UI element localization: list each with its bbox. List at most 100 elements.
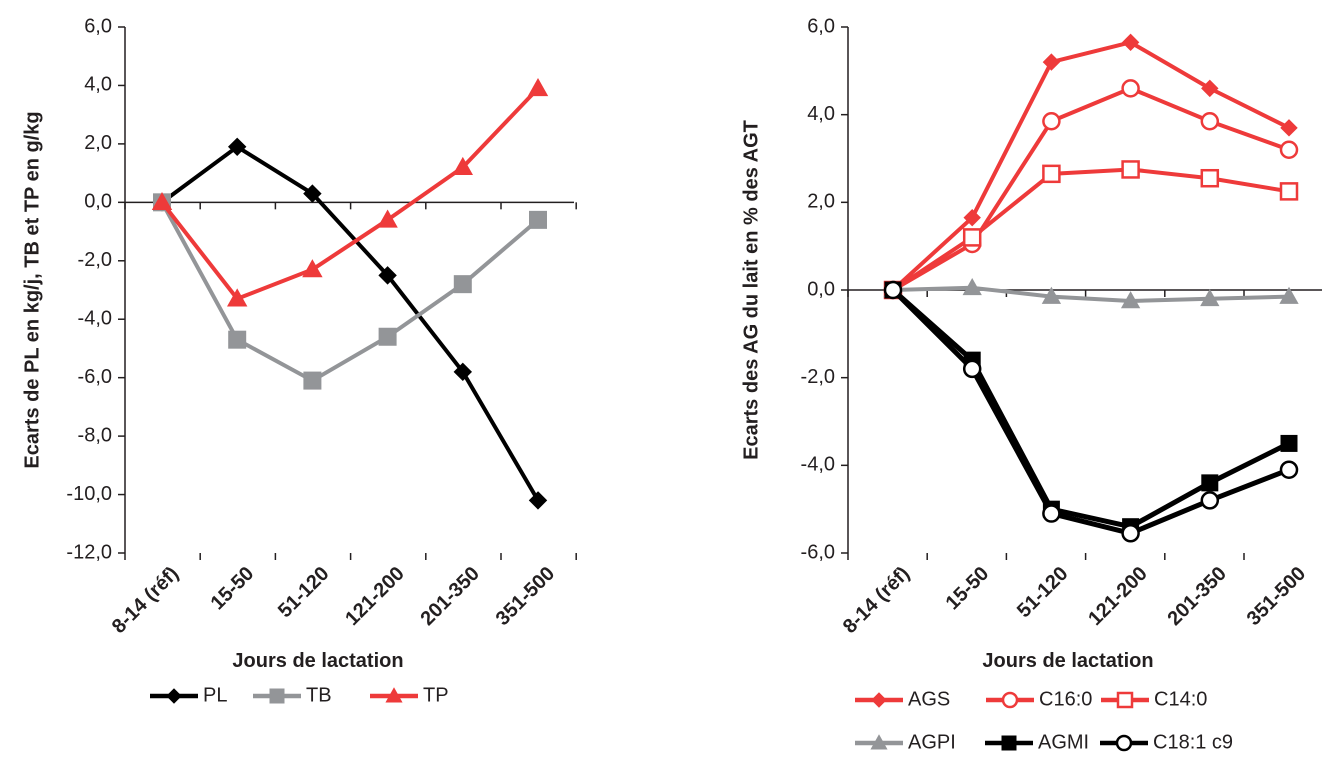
chart-2-x-axis-title: Jours de lactation <box>982 650 1153 672</box>
series-line-agmi <box>891 288 1291 530</box>
data-point-agpi-1 <box>962 277 982 296</box>
legend-label-tb: TB <box>306 684 332 706</box>
legend-label-tp: TP <box>423 684 449 706</box>
series-line-c18-1-c9 <box>891 288 1290 536</box>
data-point-c14-0-2 <box>1042 164 1061 184</box>
series-line-c14-0 <box>891 167 1290 292</box>
chart-1-x-axis-title: Jours de lactation <box>232 650 403 672</box>
data-point-tp-5 <box>527 77 549 97</box>
data-point-tp-1 <box>226 288 248 307</box>
chart-1-legend-item-tb: TB <box>253 684 332 706</box>
series-line-c16-0 <box>891 86 1290 292</box>
chart-2-category-label: 51-120 <box>1013 563 1073 623</box>
chart-1-category-label: 8-14 (réf) <box>108 563 183 638</box>
chart-1-category-label: 15-50 <box>207 563 259 615</box>
data-point-agmi-5 <box>1280 434 1298 452</box>
data-point-c14-0-1 <box>962 228 982 247</box>
legend-label-agmi: AGMI <box>1038 731 1089 753</box>
chart-2-series-c18-1-c9 <box>883 280 1299 543</box>
data-point-c18-1-c9-3 <box>1121 524 1140 543</box>
chart-2-series-c14-0 <box>883 160 1299 300</box>
legend-marker-ags <box>871 692 887 708</box>
chart-2-y-tick-label: -2,0 <box>801 366 835 388</box>
chart-1-y-tick-label: 0,0 <box>84 191 112 213</box>
legend-marker-c14-0 <box>1116 691 1134 709</box>
series-line-tb <box>160 201 540 383</box>
data-point-c18-1-c9-2 <box>1042 504 1061 523</box>
data-point-agpi-4 <box>1200 288 1220 307</box>
data-point-c14-0-5 <box>1279 182 1299 201</box>
legend-marker-c16-0 <box>1001 691 1019 709</box>
series-line-pl <box>160 144 540 502</box>
chart-1-category-label: 121-200 <box>341 563 408 630</box>
data-point-agpi-5 <box>1279 286 1299 304</box>
chart-2-category-label: 201-350 <box>1163 563 1230 630</box>
data-point-pl-5 <box>528 491 548 510</box>
chart-1-y-axis-title: Ecarts de PL en kg/j, TB et TP en g/kg <box>21 111 43 468</box>
chart-1-y-tick-label: -8,0 <box>78 424 112 446</box>
data-point-agpi-2 <box>1041 286 1062 304</box>
legend-label-c14-0: C14:0 <box>1154 688 1207 710</box>
chart-1-y-tick-label: -6,0 <box>78 366 112 388</box>
legend-marker-agpi <box>870 734 888 750</box>
chart-1-y-tick-label: -10,0 <box>66 483 112 505</box>
legend-marker-agmi <box>1001 735 1017 751</box>
data-point-c16-0-2 <box>1042 111 1061 131</box>
data-point-c18-1-c9-1 <box>962 359 982 379</box>
chart-1: 6,0 4,0 2,0 0,0 -2,0 -4,0 -6,0 -8,0 -10,0 -12,08-… <box>21 15 577 706</box>
data-point-c18-1-c9-0 <box>883 280 903 300</box>
legend-marker-tb <box>269 688 285 704</box>
data-point-c18-1-c9-5 <box>1279 460 1299 479</box>
data-point-ags-5 <box>1280 119 1298 137</box>
chart-2-series-agmi <box>884 281 1298 536</box>
chart-2-legend-item-agmi: AGMI <box>985 731 1089 753</box>
legend-marker-tp <box>385 687 403 703</box>
chart-2-y-tick-label: -4,0 <box>801 454 835 476</box>
data-point-c16-0-5 <box>1279 140 1299 159</box>
chart-2: 6,0 4,0 2,0 0,0 -2,0 -4,0 -6,08-14 (réf) 15-50 5… <box>740 15 1322 753</box>
chart-1-y-tick-label: 2,0 <box>84 132 112 154</box>
data-point-tp-0 <box>151 191 173 211</box>
chart-1-y-tick-label: -4,0 <box>78 308 112 330</box>
chart-1-category-label: 51-120 <box>274 563 334 623</box>
chart-1-category-label: 351-500 <box>492 563 559 630</box>
chart-2-legend-item-c18-1-c9: C18:1 c9 <box>1100 731 1233 753</box>
data-point-pl-1 <box>227 137 247 157</box>
chart-2-legend-item-agpi: AGPI <box>855 731 956 753</box>
chart-2-y-tick-label: 0,0 <box>807 278 835 300</box>
data-point-tp-4 <box>452 156 474 175</box>
legend-label-c18-1-c9: C18:1 c9 <box>1153 731 1233 753</box>
chart-2-legend-item-c16-0: C16:0 <box>986 688 1092 710</box>
chart-2-y-axis-title: Ecarts des AG du lait en % des AGT <box>740 120 762 460</box>
data-point-tb-2 <box>303 371 322 390</box>
series-line-ags <box>891 40 1290 292</box>
chart-1-y-tick-label: 6,0 <box>84 15 112 37</box>
data-point-c16-0-4 <box>1200 111 1220 131</box>
legend-marker-c18-1-c9 <box>1115 734 1133 752</box>
chart-1-legend-item-tp: TP <box>370 684 449 706</box>
data-point-agmi-4 <box>1201 474 1219 492</box>
chart-2-category-label: 15-50 <box>942 563 994 615</box>
chart-1-series-tp <box>151 77 549 307</box>
legend-marker-pl <box>166 688 182 704</box>
chart-2-category-label: 121-200 <box>1084 563 1151 630</box>
data-point-c14-0-4 <box>1200 168 1220 188</box>
chart-2-y-tick-label: 4,0 <box>807 103 835 125</box>
data-point-ags-4 <box>1201 79 1219 98</box>
chart-1-y-tick-label: 4,0 <box>84 74 112 96</box>
chart-1-y-tick-label: -2,0 <box>78 249 112 271</box>
chart-1-category-label: 201-350 <box>416 563 483 630</box>
chart-2-legend-item-ags: AGS <box>855 688 950 710</box>
chart-1-legend-item-pl: PL <box>150 684 227 706</box>
chart-2-series-agpi <box>883 277 1299 309</box>
data-point-c18-1-c9-4 <box>1200 491 1220 510</box>
legend-label-ags: AGS <box>908 688 950 710</box>
data-point-tp-3 <box>377 209 398 228</box>
legend-label-pl: PL <box>203 684 227 706</box>
data-point-c16-0-3 <box>1121 79 1140 98</box>
chart-1-series-tb <box>153 193 547 390</box>
legend-label-agpi: AGPI <box>908 731 956 753</box>
chart-2-category-label: 351-500 <box>1243 563 1310 630</box>
series-line-tp <box>160 86 540 301</box>
